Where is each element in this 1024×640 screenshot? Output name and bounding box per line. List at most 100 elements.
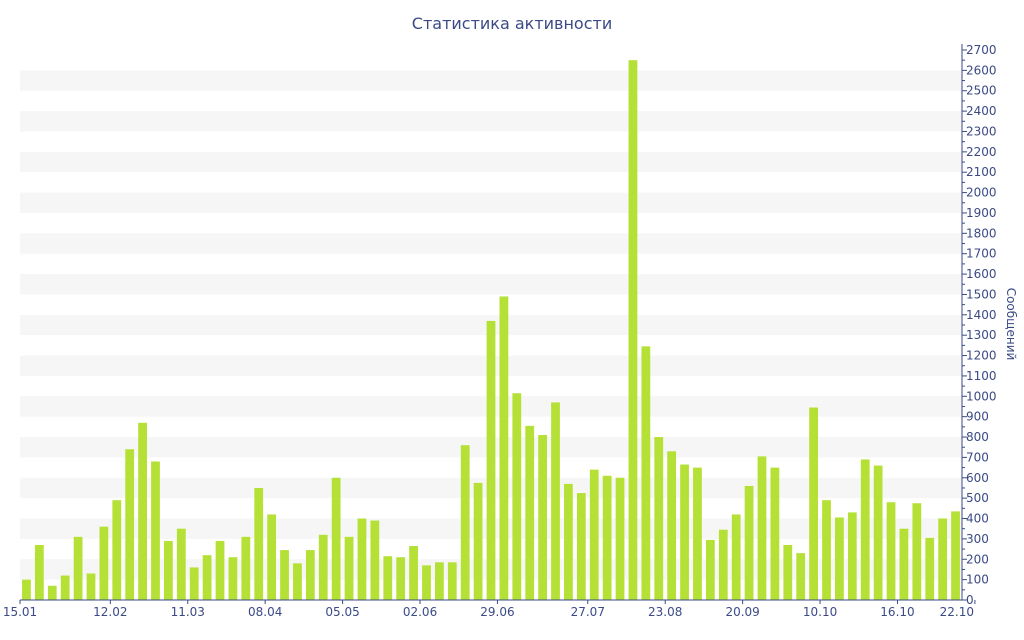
x-tick-label: 22.10	[940, 605, 974, 619]
bar[interactable]	[215, 540, 225, 600]
bar[interactable]	[835, 517, 844, 601]
bar[interactable]	[757, 456, 767, 600]
bar[interactable]	[873, 465, 883, 600]
bar[interactable]	[705, 539, 715, 600]
bar[interactable]	[615, 477, 625, 600]
bar[interactable]	[176, 528, 186, 600]
x-tick-label: 23.08	[648, 605, 682, 619]
x-tick-label: 02.06	[403, 605, 437, 619]
y-axis-label: Сообщений	[1004, 288, 1018, 361]
y-tick-label: 0	[966, 593, 974, 607]
y-tick-label: 1800	[966, 226, 997, 240]
bar[interactable]	[473, 482, 483, 600]
bar[interactable]	[809, 407, 818, 601]
bar[interactable]	[912, 503, 922, 600]
y-tick-label: 1100	[966, 369, 997, 383]
bar[interactable]	[641, 346, 651, 600]
bar[interactable]	[409, 546, 418, 600]
bar[interactable]	[357, 518, 367, 600]
bar[interactable]	[151, 461, 160, 600]
x-axis: 15.01 12.02 11.03 08.04 05.05 02.06 29.06 27.07…	[3, 599, 976, 619]
y-tick-label: 1400	[966, 308, 997, 322]
bar[interactable]	[318, 534, 328, 600]
bar[interactable]	[267, 514, 277, 600]
bar[interactable]	[718, 529, 728, 600]
bar[interactable]	[99, 526, 109, 600]
bar[interactable]	[189, 567, 199, 600]
bar[interactable]	[564, 483, 573, 600]
bar[interactable]	[796, 553, 806, 600]
y-tick-label: 1300	[966, 328, 997, 342]
y-tick-label: 900	[966, 410, 989, 424]
bar[interactable]	[886, 502, 896, 600]
bar[interactable]	[731, 514, 741, 600]
grid-band	[20, 274, 962, 295]
y-tick-label: 1500	[966, 287, 997, 301]
bar[interactable]	[331, 477, 341, 600]
bar[interactable]	[525, 425, 535, 600]
y-tick-label: 2200	[966, 145, 997, 159]
bar[interactable]	[60, 575, 70, 600]
bar[interactable]	[667, 451, 677, 600]
bar[interactable]	[434, 562, 444, 600]
bar[interactable]	[73, 536, 83, 600]
bar[interactable]	[899, 528, 909, 600]
bar[interactable]	[112, 500, 122, 600]
bar[interactable]	[589, 469, 599, 600]
bar[interactable]	[422, 565, 431, 600]
bar[interactable]	[305, 550, 315, 600]
bar[interactable]	[344, 536, 354, 600]
y-tick-label: 200	[966, 552, 989, 566]
y-tick-label: 2400	[966, 104, 997, 118]
bar[interactable]	[22, 579, 31, 600]
grid-band	[20, 192, 962, 213]
bar[interactable]	[847, 512, 857, 600]
bar[interactable]	[602, 475, 612, 600]
bar[interactable]	[744, 485, 754, 600]
bar[interactable]	[164, 540, 173, 600]
x-tick-label: 15.01	[3, 605, 37, 619]
bar[interactable]	[47, 585, 57, 600]
bar[interactable]	[254, 487, 264, 600]
bar[interactable]	[693, 467, 702, 600]
bar[interactable]	[512, 393, 522, 600]
bar[interactable]	[628, 60, 638, 601]
y-tick-label: 600	[966, 471, 989, 485]
bar[interactable]	[951, 511, 960, 600]
chart-title: Статистика активности	[411, 14, 613, 33]
bar[interactable]	[499, 296, 509, 600]
bar[interactable]	[576, 493, 586, 600]
bar[interactable]	[138, 422, 147, 600]
bar[interactable]	[86, 573, 96, 600]
bar[interactable]	[280, 550, 289, 600]
bar[interactable]	[486, 320, 496, 600]
bar[interactable]	[396, 557, 406, 600]
y-tick-label: 1900	[966, 206, 997, 220]
y-tick-label: 700	[966, 450, 989, 464]
bar[interactable]	[860, 459, 870, 600]
grid-band	[20, 70, 962, 91]
bar[interactable]	[34, 545, 44, 600]
bar[interactable]	[770, 467, 780, 600]
bar[interactable]	[202, 555, 212, 600]
x-tick-label: 08.04	[248, 605, 282, 619]
bar[interactable]	[370, 520, 380, 600]
bar[interactable]	[938, 518, 948, 600]
bar[interactable]	[460, 445, 470, 600]
bar[interactable]	[125, 449, 135, 600]
bar[interactable]	[822, 500, 831, 600]
x-tick-label: 20.09	[725, 605, 759, 619]
bar[interactable]	[680, 464, 689, 600]
bar[interactable]	[241, 536, 251, 600]
bar[interactable]	[551, 402, 560, 600]
bar[interactable]	[925, 537, 935, 600]
bar[interactable]	[538, 435, 548, 600]
bar[interactable]	[383, 556, 393, 600]
bar[interactable]	[293, 563, 302, 600]
bar[interactable]	[447, 562, 457, 600]
bar[interactable]	[783, 545, 793, 600]
bar[interactable]	[654, 437, 664, 600]
bar[interactable]	[228, 557, 238, 600]
x-tick-label: 29.06	[480, 605, 514, 619]
